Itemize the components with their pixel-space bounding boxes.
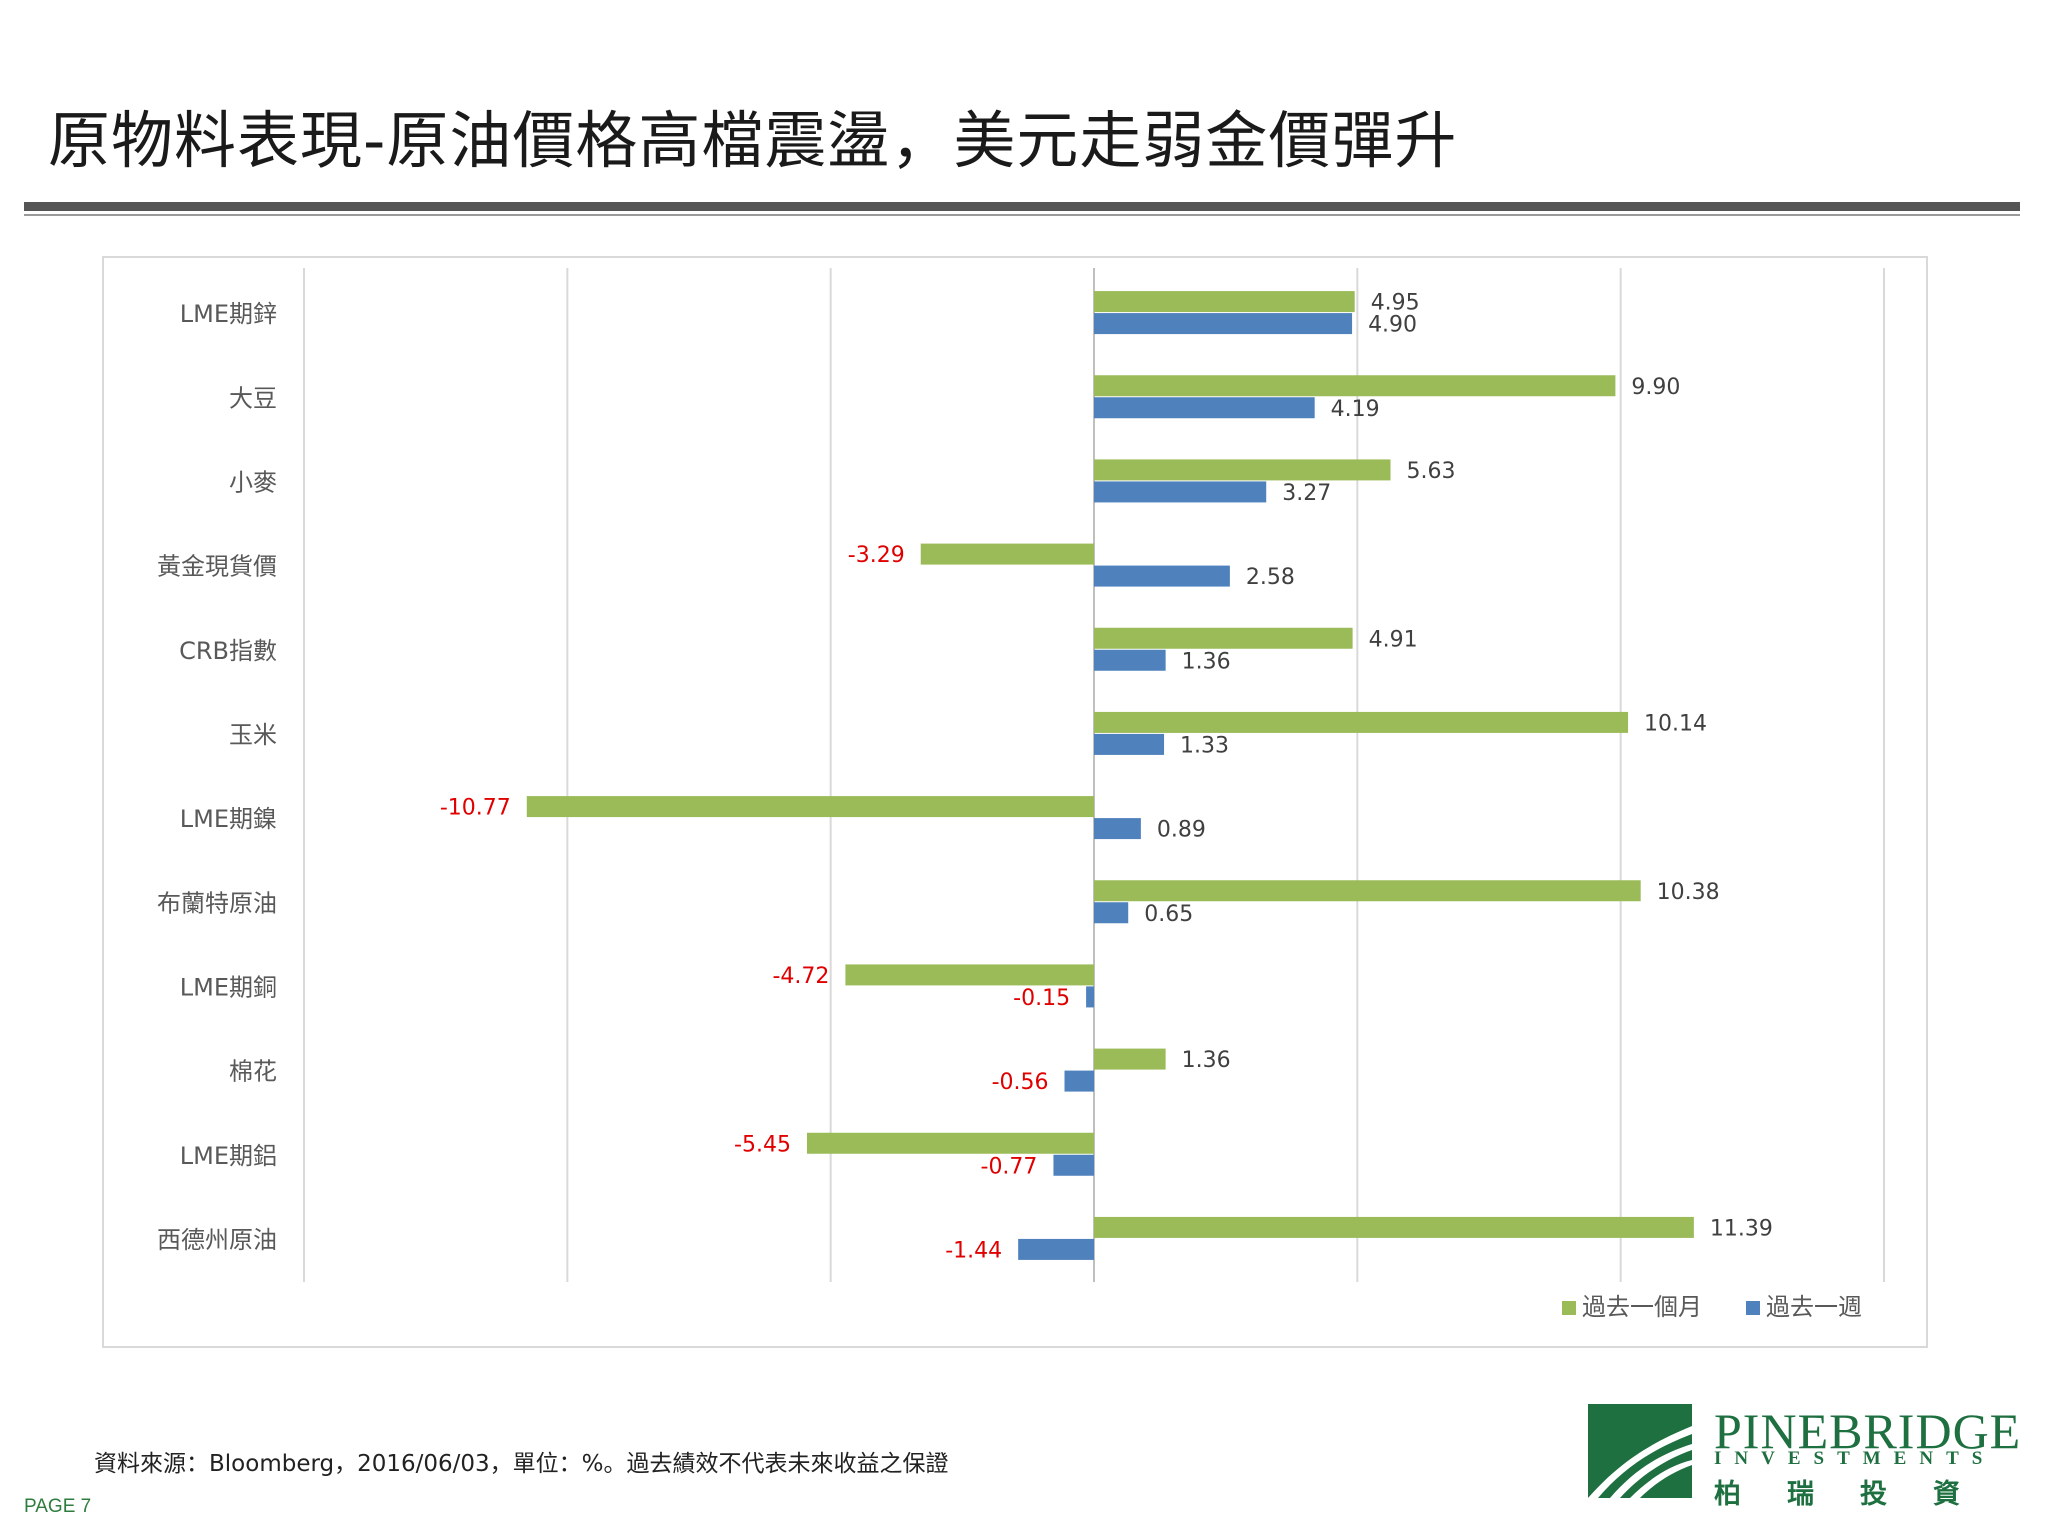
bar-month [1094,1216,1694,1238]
bar-month [1094,375,1616,397]
chart-container: LME期鋅大豆小麥黃金現貨價 CRB指數玉米 LME期鎳布蘭特原油 LME期銅棉花 LM… [102,256,1928,1348]
page-number: PAGE 7 [24,1496,92,1517]
bar-month [806,1132,1094,1154]
data-label: 5.63 [1407,459,1456,484]
data-label: -0.56 [992,1070,1049,1095]
title-divider [24,202,2020,211]
bar-month [920,543,1094,565]
source-note: 資料來源：Bloomberg，2016/06/03，單位：%。過去績效不代表未來… [94,1451,949,1477]
bar-week [1094,818,1141,840]
category-label: 黃金現貨價 [157,553,277,581]
gridlines [303,268,1885,1282]
category-label: LME期銅 [180,973,277,1001]
bar-week [1094,397,1315,419]
category-label: 大豆 [229,384,277,412]
category-label: CRB指數 [179,637,277,665]
data-label: -5.45 [734,1132,791,1157]
bar-month [1094,1048,1166,1070]
page-title: 原物料表現-原油價格高檔震盪，美元走弱金價彈升 [48,104,1458,177]
bar-week [1094,902,1129,924]
category-label: 布蘭特原油 [157,889,277,917]
legend: 過去一個月 過去一週 [1562,1293,1862,1321]
data-label: 9.90 [1631,375,1680,400]
category-label: LME期鎳 [180,805,277,833]
category-label: 棉花 [229,1058,277,1086]
bar-month [1094,711,1629,733]
legend-swatch [1746,1301,1760,1315]
data-label: 1.36 [1182,1048,1231,1073]
data-label: 4.19 [1331,397,1380,422]
bar-week [1064,1070,1094,1092]
logo-wordmark: PINEBRIDGE [1714,1403,2022,1459]
bar-month [1094,459,1391,481]
data-label: 0.65 [1144,902,1193,927]
pinebridge-logo: PINEBRIDGE INVESTMENTS 柏瑞投資 [1588,1403,2022,1510]
data-label: 0.89 [1157,818,1206,843]
bar-week [1094,649,1166,671]
value-labels: 4.954.90 9.90 4.19 5.63 3.27 -3.29 2.58 4.91 1.3… [440,291,1773,1264]
data-label: -10.77 [440,796,511,821]
data-label: -4.72 [772,964,829,989]
bar-week [1094,565,1230,587]
bar-week [1053,1154,1094,1176]
data-label: 11.39 [1710,1216,1773,1241]
data-label: 2.58 [1246,565,1295,590]
data-label: 1.33 [1180,733,1229,758]
bar-month [845,964,1094,986]
bar-month [526,796,1094,818]
data-label: -0.15 [1013,986,1070,1011]
data-label: -1.44 [945,1238,1002,1263]
category-label: 玉米 [229,721,277,749]
legend-label: 過去一個月 [1582,1293,1702,1321]
bar-week [1094,481,1267,503]
category-label: LME期鋅 [180,300,277,328]
logo-subtitle: INVESTMENTS [1714,1448,1996,1469]
data-label: 4.91 [1369,627,1418,652]
legend-swatch [1562,1301,1576,1315]
bar-month [1094,291,1355,313]
data-label: 3.27 [1282,481,1331,506]
category-label: 小麥 [229,468,277,496]
bars [526,291,1694,1260]
title-divider-thin [24,214,2020,216]
data-label: 4.95 [1371,291,1420,316]
bar-week [1094,313,1353,335]
bar-month [1094,627,1353,649]
bar-week [1086,986,1094,1008]
bar-week [1018,1238,1094,1260]
data-label: 10.14 [1644,711,1707,736]
pinebridge-emblem-icon [1588,1404,1692,1498]
data-label: 1.36 [1182,649,1231,674]
bar-week [1094,733,1165,755]
category-label: LME期鋁 [180,1142,277,1170]
data-label: -3.29 [848,543,905,568]
logo-chinese-name: 柏瑞投資 [1714,1479,2006,1510]
data-label: -0.77 [981,1154,1038,1179]
data-label: 4.90 [1368,313,1417,338]
legend-label: 過去一週 [1766,1293,1862,1321]
category-label: 西德州原油 [157,1226,277,1254]
data-label: 10.38 [1657,880,1720,905]
bar-month [1094,880,1641,902]
